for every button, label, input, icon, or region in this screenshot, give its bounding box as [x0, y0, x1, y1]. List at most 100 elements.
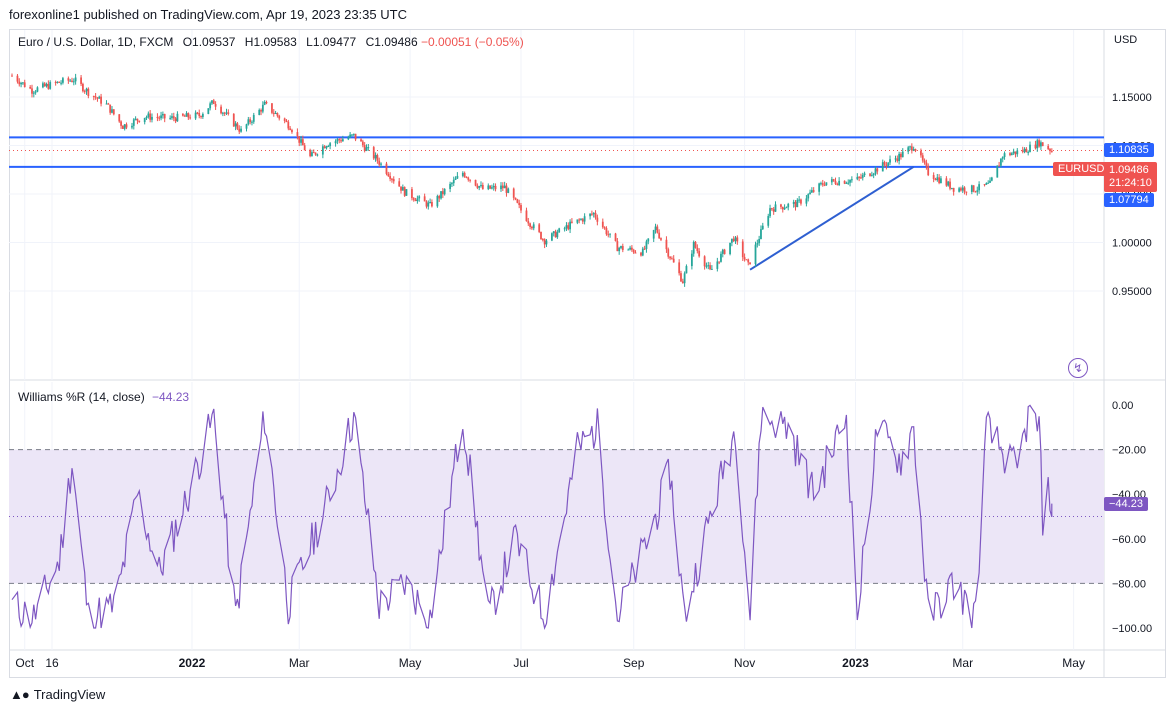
candle-body: [643, 248, 646, 250]
candle-body: [887, 162, 890, 166]
candle-body: [736, 237, 739, 242]
williams-line: [11, 404, 1053, 631]
candle-body: [960, 188, 962, 191]
candle-body: [761, 225, 764, 230]
candle-body: [120, 121, 122, 126]
candle-body: [212, 100, 215, 104]
candle-body: [183, 115, 186, 117]
x-tick-label: May: [1062, 656, 1085, 670]
candle-body: [380, 163, 382, 165]
candle-body: [785, 207, 788, 209]
candle-body: [869, 173, 871, 176]
candle-body: [265, 101, 268, 104]
candle-body: [601, 221, 604, 228]
candle-body: [1003, 153, 1006, 157]
candle-body: [632, 249, 635, 253]
price-tick-label: 1.15000: [1112, 92, 1152, 104]
candle-body: [856, 176, 859, 180]
candle-body: [936, 177, 939, 181]
chart-frame: [9, 29, 1166, 678]
candle-body: [961, 187, 964, 191]
candle-body: [492, 185, 495, 188]
candle-body: [156, 116, 159, 118]
candle-body: [707, 265, 710, 267]
candle-body: [189, 117, 192, 119]
candle-body: [18, 81, 21, 85]
candle-body: [683, 273, 686, 284]
candle-body: [214, 103, 217, 107]
candle-body: [770, 208, 773, 210]
candle-body: [925, 162, 928, 166]
candle-body: [109, 104, 112, 113]
lower-level-tag: 1.07794: [1104, 193, 1154, 207]
candle-body: [427, 202, 430, 207]
footer-brand[interactable]: ▲● TradingView: [10, 687, 105, 702]
candle-body: [767, 216, 770, 226]
candle-body: [780, 204, 782, 207]
candle-body: [996, 165, 999, 178]
candle-body: [652, 230, 655, 239]
candle-body: [834, 180, 837, 184]
candle-body: [96, 97, 99, 99]
candle-body: [896, 158, 899, 162]
candle-body: [512, 188, 515, 198]
candle-body: [885, 164, 888, 166]
symbol-name[interactable]: Euro / U.S. Dollar, 1D, FXCM: [18, 35, 174, 49]
lightning-icon[interactable]: ↯: [1068, 358, 1088, 378]
candle-body: [927, 165, 930, 176]
candle-body: [836, 183, 839, 185]
x-tick-label: Nov: [734, 656, 755, 670]
candle-body: [732, 238, 735, 242]
publisher-line: forexonline1 published on TradingView.co…: [9, 7, 407, 22]
candle-body: [100, 96, 102, 104]
candle-body: [556, 232, 559, 238]
candle-body: [85, 88, 88, 92]
candle-body: [1034, 144, 1037, 149]
candle-body: [769, 208, 771, 217]
candle-body: [301, 139, 304, 146]
candle-body: [387, 173, 390, 177]
candle-body: [603, 227, 606, 229]
candle-body: [169, 117, 172, 119]
candle-body: [627, 249, 630, 251]
candle-body: [758, 239, 761, 244]
candle-body: [912, 149, 915, 151]
candle-body: [781, 206, 784, 210]
candle-body: [525, 210, 528, 222]
candle-body: [743, 257, 746, 260]
candle-body: [151, 116, 153, 120]
candle-body: [171, 116, 173, 118]
candle-body: [983, 184, 986, 186]
candle-body: [329, 143, 332, 147]
candle-body: [125, 124, 128, 128]
candle-body: [670, 258, 673, 260]
candle-body: [60, 82, 62, 84]
williams-tick-label: −20.00: [1112, 445, 1146, 457]
candle-body: [609, 233, 611, 235]
candle-body: [1009, 153, 1011, 156]
candle-body: [338, 139, 341, 141]
candle-body: [240, 128, 242, 132]
candle-body: [580, 219, 582, 221]
candle-body: [11, 75, 13, 77]
candle-body: [543, 239, 546, 245]
candle-body: [825, 182, 828, 186]
candle-body: [454, 178, 457, 180]
candle-body: [923, 160, 926, 163]
candle-body: [363, 145, 366, 151]
candle-body: [1036, 140, 1039, 149]
williams-label[interactable]: Williams %R (14, close): [18, 390, 145, 404]
candle-body: [309, 150, 312, 157]
candle-body: [352, 133, 355, 135]
candle-body: [436, 196, 439, 207]
candle-body: [461, 172, 464, 176]
candle-body: [234, 123, 237, 127]
candle-body: [489, 185, 492, 189]
candle-body: [62, 78, 64, 83]
ohlc-high: H1.09583: [244, 35, 297, 49]
candle-body: [581, 219, 584, 222]
candle-body: [583, 216, 586, 222]
candle-body: [201, 113, 204, 117]
x-tick-label: 2022: [179, 656, 206, 670]
